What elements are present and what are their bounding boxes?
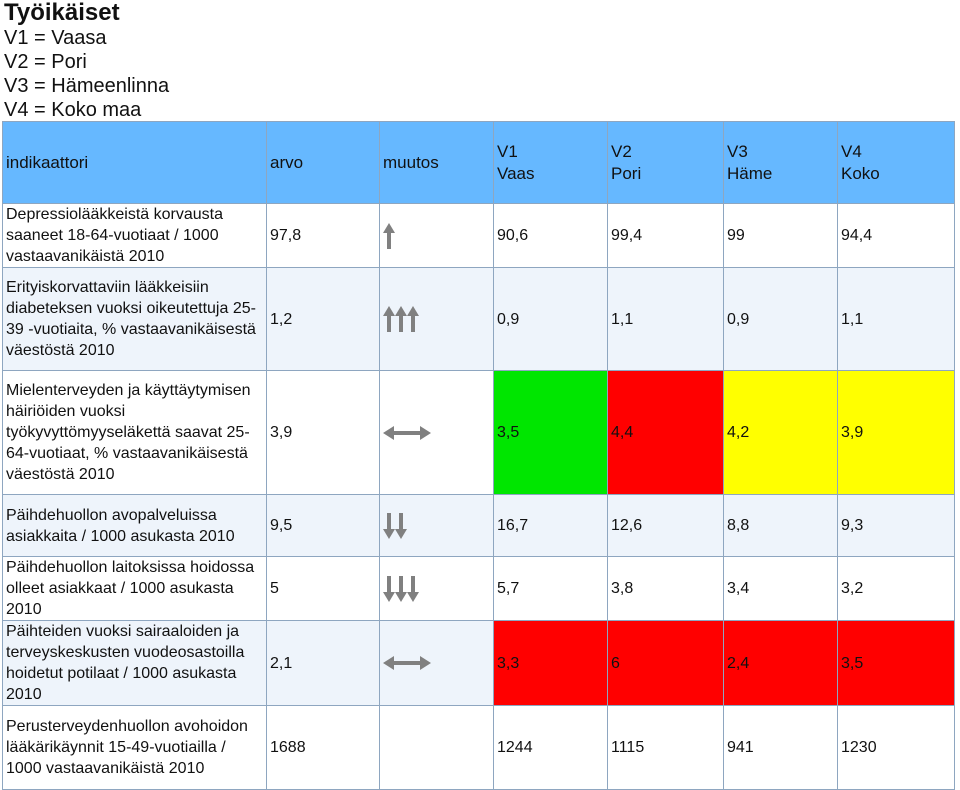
triple-arrow-down-icon — [383, 575, 419, 602]
left-right-arrow-icon — [383, 656, 431, 670]
v1-value: 16,7 — [493, 494, 608, 557]
v2-value: 4,4 — [607, 370, 724, 495]
header-v3: V3 Häme — [723, 121, 838, 204]
left-right-arrow-icon — [383, 425, 431, 440]
change-cell — [379, 556, 494, 621]
header-v1: V1 Vaas — [493, 121, 608, 204]
header-v4: V4 Koko — [837, 121, 955, 204]
v1-value: 90,6 — [493, 203, 608, 268]
v3-value: 0,9 — [723, 267, 838, 371]
indicator-label: Päihdehuollon avopalveluissa asiakkaita … — [2, 494, 267, 557]
indicator-value: 1,2 — [266, 267, 380, 371]
header-v3-place: Häme — [727, 163, 773, 183]
indicator-value: 1688 — [266, 705, 380, 790]
indicator-label: Erityiskorvattaviin lääkkeisiin diabetek… — [2, 267, 267, 371]
indicator-label: Päihdehuollon laitoksissa hoidossa ollee… — [2, 556, 267, 621]
title-block: Työikäiset V1 = Vaasa V2 = Pori V3 = Häm… — [4, 0, 169, 122]
change-cell — [379, 494, 494, 557]
legend-line: V4 = Koko maa — [4, 99, 142, 121]
indicator-label: Mielenterveyden ja käyttäytymisen häiriö… — [2, 370, 267, 495]
header-row: indikaattori arvo muutos V1 Vaas V2 Pori V… — [2, 121, 955, 204]
header-v4-place: Koko — [841, 163, 880, 183]
v4-value: 94,4 — [837, 203, 955, 268]
v1-value: 3,5 — [493, 370, 608, 495]
indicator-label: Päihteiden vuoksi sairaaloiden ja tervey… — [2, 620, 267, 706]
v3-value: 2,4 — [723, 620, 838, 706]
v4-value: 3,5 — [837, 620, 955, 706]
indicator-value: 97,8 — [266, 203, 380, 268]
v4-value: 1230 — [837, 705, 955, 790]
v3-value: 3,4 — [723, 556, 838, 621]
v1-value: 1244 — [493, 705, 608, 790]
table-row: Päihdehuollon avopalveluissa asiakkaita … — [2, 494, 955, 557]
v1-value: 5,7 — [493, 556, 608, 621]
table-row: Erityiskorvattaviin lääkkeisiin diabetek… — [2, 267, 955, 371]
v4-value: 3,9 — [837, 370, 955, 495]
header-v1-place: Vaas — [497, 163, 535, 183]
indicator-label: Perusterveydenhuollon avohoidon lääkärik… — [2, 705, 267, 790]
header-change: muutos — [379, 121, 494, 204]
v3-value: 941 — [723, 705, 838, 790]
indicator-value: 3,9 — [266, 370, 380, 495]
indicator-value: 5 — [266, 556, 380, 621]
legend-line: V1 = Vaasa — [4, 27, 107, 49]
v2-value: 12,6 — [607, 494, 724, 557]
v3-value: 8,8 — [723, 494, 838, 557]
v1-value: 0,9 — [493, 267, 608, 371]
header-indicator: indikaattori — [2, 121, 267, 204]
header-value: arvo — [266, 121, 380, 204]
header-v1-code: V1 — [497, 141, 518, 161]
header-v2-place: Pori — [611, 163, 642, 183]
v3-value: 99 — [723, 203, 838, 268]
double-arrow-down-icon — [383, 512, 407, 539]
v2-value: 1,1 — [607, 267, 724, 371]
header-v2-code: V2 — [611, 141, 632, 161]
header-v3-code: V3 — [727, 141, 748, 161]
change-cell — [379, 203, 494, 268]
header-v2: V2 Pori — [607, 121, 724, 204]
change-cell — [379, 370, 494, 495]
v3-value: 4,2 — [723, 370, 838, 495]
table-row: Depressiolääkkeistä korvausta saaneet 18… — [2, 203, 955, 268]
table-row: Päihdehuollon laitoksissa hoidossa ollee… — [2, 556, 955, 621]
v2-value: 6 — [607, 620, 724, 706]
v4-value: 1,1 — [837, 267, 955, 371]
v1-value: 3,3 — [493, 620, 608, 706]
table-row: Päihteiden vuoksi sairaaloiden ja tervey… — [2, 620, 955, 706]
page-title: Työikäiset — [4, 0, 120, 26]
v2-value: 1115 — [607, 705, 724, 790]
change-cell — [379, 267, 494, 371]
indicator-label: Depressiolääkkeistä korvausta saaneet 18… — [2, 203, 267, 268]
header-v4-code: V4 — [841, 141, 862, 161]
legend-line: V3 = Hämeenlinna — [4, 75, 170, 97]
v2-value: 3,8 — [607, 556, 724, 621]
indicator-table: indikaattori arvo muutos V1 Vaas V2 Pori V… — [2, 121, 955, 790]
v4-value: 9,3 — [837, 494, 955, 557]
indicator-value: 2,1 — [266, 620, 380, 706]
table-row: Perusterveydenhuollon avohoidon lääkärik… — [2, 705, 955, 790]
indicator-value: 9,5 — [266, 494, 380, 557]
triple-arrow-up-icon — [383, 306, 419, 332]
change-cell — [379, 705, 494, 790]
legend-line: V2 = Pori — [4, 51, 87, 73]
change-cell — [379, 620, 494, 706]
arrow-up-icon — [383, 222, 395, 249]
v4-value: 3,2 — [837, 556, 955, 621]
v2-value: 99,4 — [607, 203, 724, 268]
table-row: Mielenterveyden ja käyttäytymisen häiriö… — [2, 370, 955, 495]
